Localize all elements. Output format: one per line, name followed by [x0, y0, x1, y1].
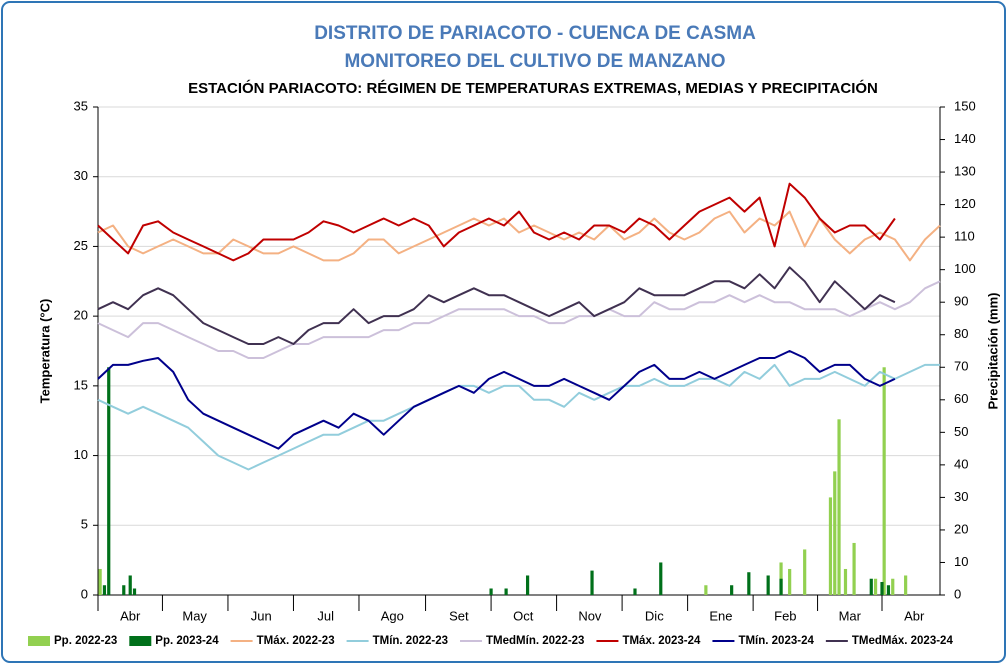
x-tick-label: Mar: [839, 608, 862, 623]
precip-bar: [828, 497, 833, 595]
precip-bar: [833, 471, 837, 595]
y-tick-label: 25: [74, 238, 88, 253]
x-tick-label: Oct: [513, 608, 534, 623]
precip-bar: [659, 562, 663, 595]
precip-bar: [122, 585, 126, 595]
y-tick-label: 10: [74, 447, 88, 462]
precip-bar: [873, 578, 878, 595]
legend-swatch: [28, 636, 50, 646]
y2-tick-label: 130: [954, 164, 976, 179]
y2-tick-label: 120: [954, 196, 976, 211]
x-tick-label: Abr: [904, 608, 925, 623]
legend-label: Pp. 2023-24: [155, 635, 219, 647]
legend-label: TMáx. 2023-24: [622, 635, 701, 647]
y-tick-label: 20: [74, 308, 88, 323]
precip-bar: [766, 575, 770, 595]
y2-tick-label: 110: [954, 229, 975, 244]
precip-bar: [107, 367, 111, 595]
y2-tick-label: 20: [954, 521, 968, 536]
y2-tick-label: 90: [954, 294, 968, 309]
x-tick-label: Nov: [578, 608, 602, 623]
legend-label: TMáx. 2022-23: [257, 635, 335, 647]
chart-title: DISTRITO DE PARIACOTO - CUENCA DE CASMA: [314, 23, 756, 44]
temp-line: [97, 363, 940, 471]
y-tick-label: 0: [81, 586, 88, 601]
precip-bar: [788, 568, 792, 595]
y-axis-label: Temperatura (°C): [37, 299, 52, 404]
y2-tick-label: 0: [954, 586, 961, 601]
legend-label: Pp. 2022-23: [54, 635, 117, 647]
y-tick-label: 35: [74, 98, 88, 113]
precip-bar: [132, 588, 137, 595]
precip-bar: [852, 542, 856, 595]
y2-tick-label: 70: [954, 359, 968, 374]
y2-axis-label: Precipitación (mm): [985, 292, 1000, 409]
y2-tick-label: 100: [954, 261, 976, 276]
x-tick-label: Jun: [251, 608, 272, 623]
precip-bar: [730, 585, 734, 595]
temp-line: [97, 350, 896, 450]
y2-tick-label: 150: [954, 98, 976, 113]
y2-tick-label: 30: [954, 489, 968, 504]
legend-label: TMín. 2022-23: [373, 635, 448, 647]
precip-bar: [504, 588, 508, 595]
x-tick-label: Jul: [317, 608, 334, 623]
precip-bar: [128, 575, 132, 595]
x-tick-label: Ago: [381, 608, 404, 623]
precip-bar: [803, 549, 807, 595]
precip-bar: [102, 585, 107, 595]
precip-bar: [886, 585, 891, 595]
chart-heading: ESTACIÓN PARIACOTO: RÉGIMEN DE TEMPERATU…: [188, 79, 878, 97]
y-tick-label: 5: [81, 517, 88, 532]
precip-bar: [904, 575, 908, 595]
temp-line: [97, 266, 896, 345]
precip-bar: [525, 575, 530, 595]
temp-line: [97, 280, 941, 359]
y2-tick-label: 140: [954, 131, 976, 146]
chart-subtitle: MONITOREO DEL CULTIVO DE MANZANO: [344, 51, 725, 72]
precip-bar: [704, 585, 708, 595]
x-tick-label: Set: [449, 608, 469, 623]
legend-label: TMín. 2023-24: [738, 635, 814, 647]
temp-line: [97, 182, 896, 262]
precip-bar: [882, 367, 886, 595]
y2-tick-label: 80: [954, 326, 968, 341]
precip-bar: [880, 581, 884, 595]
y2-tick-label: 10: [954, 554, 968, 569]
precip-bar: [98, 568, 102, 595]
precip-bar: [489, 588, 493, 595]
y2-tick-label: 60: [954, 391, 968, 406]
precip-bar: [843, 568, 848, 595]
legend-label: TMedMín. 2022-23: [486, 635, 584, 647]
y-tick-label: 15: [74, 377, 88, 392]
precip-bar: [891, 578, 895, 595]
precip-bar: [779, 578, 783, 595]
x-tick-label: May: [182, 608, 207, 623]
legend-label: TMedMáx. 2023-24: [852, 635, 954, 647]
x-tick-label: Ene: [709, 608, 732, 623]
y-tick-label: 30: [74, 168, 88, 183]
y2-tick-label: 40: [954, 456, 968, 471]
precip-bar: [590, 570, 594, 595]
precip-bar: [837, 419, 841, 595]
precip-bar: [869, 578, 873, 595]
x-tick-label: Dic: [645, 608, 664, 623]
precip-bar: [633, 588, 637, 595]
x-tick-label: Abr: [120, 608, 141, 623]
temp-line: [97, 210, 941, 262]
y2-tick-label: 50: [954, 424, 968, 439]
x-tick-label: Feb: [774, 608, 796, 623]
legend-swatch: [129, 636, 152, 646]
precip-bar: [747, 572, 751, 595]
